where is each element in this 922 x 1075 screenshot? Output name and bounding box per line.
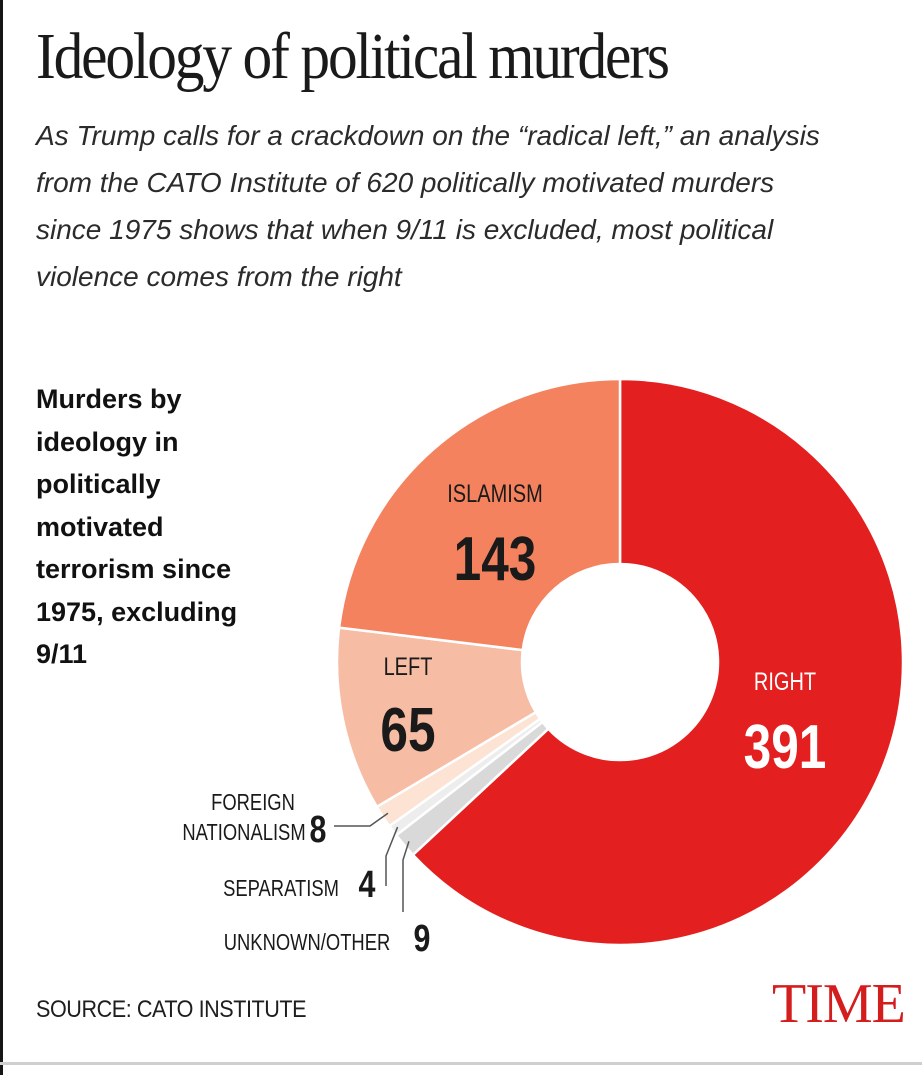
left-frame-border (0, 0, 3, 1075)
value-foreign-nationalism: 8 (310, 809, 327, 851)
value-islamism: 143 (454, 524, 537, 594)
slice-islamism (337, 377, 622, 652)
leader-unknown-other (402, 841, 410, 912)
slice-right (411, 377, 905, 947)
label-islamism: ISLAMISM (447, 480, 543, 508)
chart-title: Ideology of political murders (36, 20, 670, 93)
value-right: 391 (744, 712, 827, 782)
label-right: RIGHT (754, 668, 816, 696)
leader-foreign-nationalism (334, 812, 389, 827)
label-separatism: SEPARATISM (223, 876, 339, 901)
label-foreign-line2: NATIONALISM (182, 820, 305, 845)
value-unknown-other: 9 (414, 918, 431, 960)
time-logo: TIME (772, 973, 906, 1035)
label-left: LEFT (384, 653, 433, 681)
bottom-divider (0, 1062, 922, 1065)
source-note: SOURCE: CATO INSTITUTE (36, 996, 307, 1023)
leader-separatism (385, 826, 399, 886)
value-separatism: 4 (359, 864, 376, 906)
label-foreign-line1: FOREIGN (211, 790, 295, 815)
value-left: 65 (380, 695, 435, 765)
panel-label: Murders by ideology in politically motiv… (36, 384, 238, 669)
chart-subtitle: As Trump calls for a crackdown on the “r… (36, 120, 820, 292)
label-unknown-other: UNKNOWN/OTHER (224, 930, 391, 955)
slice-left (335, 626, 538, 809)
